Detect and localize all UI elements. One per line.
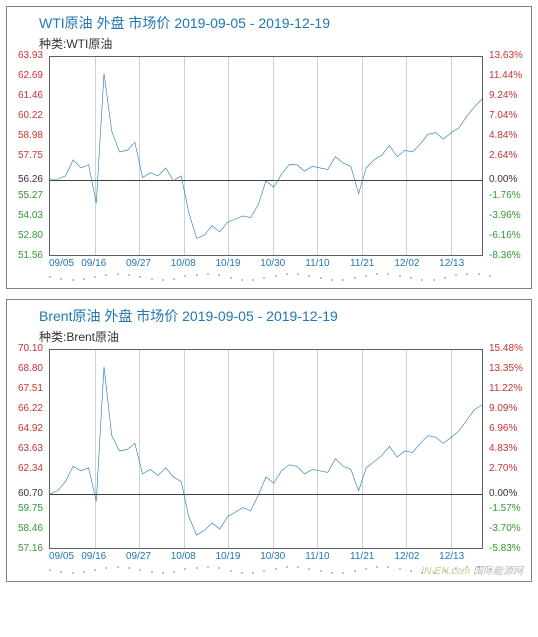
y-right-tick: 4.83% bbox=[489, 444, 517, 454]
y-left-tick: 52.80 bbox=[18, 231, 43, 241]
y-left-tick: 56.26 bbox=[18, 175, 43, 185]
y-right-tick: -8.36% bbox=[489, 251, 521, 261]
y-right-tick: -1.57% bbox=[489, 504, 521, 514]
y-right-tick: 2.64% bbox=[489, 151, 517, 161]
y-axis-left: 63.9362.6961.4660.2258.9857.7556.2655.27… bbox=[11, 56, 45, 256]
plot-area bbox=[49, 349, 483, 549]
y-right-tick: 13.63% bbox=[489, 51, 523, 61]
y-left-tick: 66.22 bbox=[18, 404, 43, 414]
x-tick: 09/27 bbox=[126, 551, 151, 562]
x-tick: 11/10 bbox=[305, 551, 329, 562]
y-left-tick: 61.46 bbox=[18, 91, 43, 101]
y-left-tick: 68.80 bbox=[18, 364, 43, 374]
y-right-tick: -3.70% bbox=[489, 524, 521, 534]
y-axis-right: 13.63%11.44%9.24%7.04%4.84%2.64%0.00%-1.… bbox=[487, 56, 527, 256]
y-left-tick: 62.69 bbox=[18, 71, 43, 81]
y-right-tick: 0.00% bbox=[489, 175, 517, 185]
chart-subtitle: 种类:WTI原油 bbox=[39, 35, 527, 52]
wti-chart-panel: WTI原油 外盘 市场价 2019-09-05 - 2019-12-19 种类:W… bbox=[6, 6, 532, 289]
x-tick: 09/27 bbox=[126, 258, 151, 269]
y-left-tick: 70.10 bbox=[18, 344, 43, 354]
x-tick: 09/05 bbox=[49, 258, 74, 269]
y-right-tick: 15.48% bbox=[489, 344, 523, 354]
y-right-tick: 7.04% bbox=[489, 111, 517, 121]
y-left-tick: 51.56 bbox=[18, 251, 43, 261]
x-tick: 11/21 bbox=[350, 551, 374, 562]
x-tick: 11/21 bbox=[350, 258, 374, 269]
x-tick: 12/02 bbox=[394, 551, 419, 562]
x-tick: 10/19 bbox=[215, 258, 240, 269]
x-tick: 10/19 bbox=[215, 551, 240, 562]
x-tick: 09/16 bbox=[81, 258, 106, 269]
watermark-cn: 国际能源网 bbox=[470, 566, 523, 577]
y-left-tick: 54.03 bbox=[18, 211, 43, 221]
y-right-tick: -3.96% bbox=[489, 211, 521, 221]
x-tick: 09/16 bbox=[81, 551, 106, 562]
y-left-tick: 67.51 bbox=[18, 384, 43, 394]
y-left-tick: 57.75 bbox=[18, 151, 43, 161]
y-right-tick: -6.16% bbox=[489, 231, 521, 241]
y-left-tick: 58.46 bbox=[18, 524, 43, 534]
y-right-tick: 6.96% bbox=[489, 424, 517, 434]
x-tick: 12/02 bbox=[394, 258, 419, 269]
plot-wrap: 63.9362.6961.4660.2258.9857.7556.2655.27… bbox=[11, 56, 527, 256]
x-axis: 09/05 09/16 09/27 10/08 10/19 10/30 11/10 11/21… bbox=[49, 256, 483, 270]
decor-dots bbox=[49, 272, 489, 284]
plot-wrap: 70.1068.8067.5166.2264.9263.6362.3460.70… bbox=[11, 349, 527, 549]
plot-area bbox=[49, 56, 483, 256]
x-tick: 12/13 bbox=[439, 258, 464, 269]
y-right-tick: -5.83% bbox=[489, 544, 521, 554]
y-right-tick: 9.24% bbox=[489, 91, 517, 101]
y-right-tick: 4.84% bbox=[489, 131, 517, 141]
y-axis-left: 70.1068.8067.5166.2264.9263.6362.3460.70… bbox=[11, 349, 45, 549]
y-right-tick: 0.00% bbox=[489, 489, 517, 499]
x-tick: 10/30 bbox=[260, 551, 285, 562]
chart-title: WTI原油 外盘 市场价 2019-09-05 - 2019-12-19 bbox=[39, 13, 527, 33]
x-tick: 09/05 bbox=[49, 551, 74, 562]
y-left-tick: 63.63 bbox=[18, 444, 43, 454]
y-left-tick: 62.34 bbox=[18, 464, 43, 474]
x-tick: 12/13 bbox=[439, 551, 464, 562]
y-axis-right: 15.48%13.35%11.22%9.09%6.96%4.83%2.70%0.… bbox=[487, 349, 527, 549]
y-left-tick: 55.27 bbox=[18, 191, 43, 201]
y-right-tick: 2.70% bbox=[489, 464, 517, 474]
y-right-tick: 11.22% bbox=[489, 384, 522, 394]
y-right-tick: 9.09% bbox=[489, 404, 517, 414]
brent-chart-panel: Brent原油 外盘 市场价 2019-09-05 - 2019-12-19 种类… bbox=[6, 299, 532, 582]
y-left-tick: 57.16 bbox=[18, 544, 43, 554]
y-left-tick: 63.93 bbox=[18, 51, 43, 61]
y-left-tick: 60.22 bbox=[18, 111, 43, 121]
x-tick: 11/10 bbox=[305, 258, 329, 269]
price-line bbox=[50, 57, 482, 255]
y-right-tick: 13.35% bbox=[489, 364, 523, 374]
y-right-tick: 11.44% bbox=[489, 71, 522, 81]
chart-subtitle: 种类:Brent原油 bbox=[39, 328, 527, 345]
x-tick: 10/08 bbox=[171, 551, 196, 562]
y-right-tick: -1.76% bbox=[489, 191, 521, 201]
x-axis: 09/05 09/16 09/27 10/08 10/19 10/30 11/10 11/21… bbox=[49, 549, 483, 563]
x-tick: 10/30 bbox=[260, 258, 285, 269]
y-left-tick: 60.70 bbox=[18, 489, 43, 499]
chart-title: Brent原油 外盘 市场价 2019-09-05 - 2019-12-19 bbox=[39, 306, 527, 326]
price-line bbox=[50, 350, 482, 548]
y-left-tick: 64.92 bbox=[18, 424, 43, 434]
y-left-tick: 59.75 bbox=[18, 504, 43, 514]
watermark-brand: IN-EN.com bbox=[421, 566, 470, 577]
x-tick: 10/08 bbox=[171, 258, 196, 269]
y-left-tick: 58.98 bbox=[18, 131, 43, 141]
watermark: IN-EN.com 国际能源网 bbox=[421, 562, 523, 577]
